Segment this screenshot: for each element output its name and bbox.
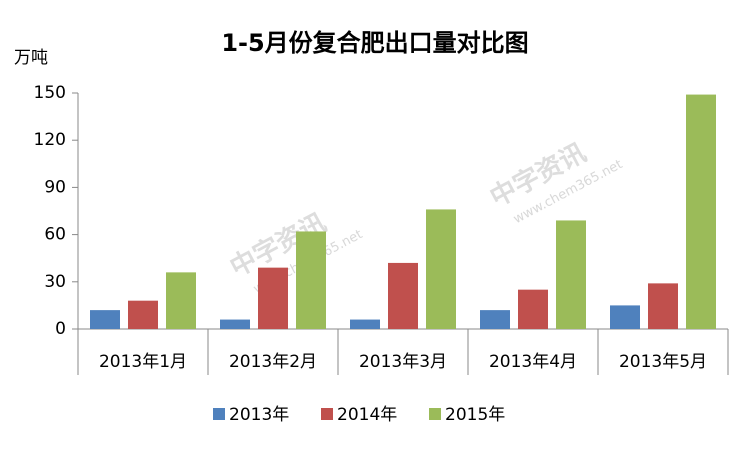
bar bbox=[426, 209, 456, 329]
y-tick-label: 90 bbox=[44, 177, 66, 197]
bar bbox=[128, 300, 158, 329]
legend-swatch bbox=[213, 408, 225, 420]
bar bbox=[518, 289, 548, 329]
y-tick-label: 60 bbox=[44, 225, 66, 245]
bar bbox=[556, 220, 586, 329]
x-tick-label: 2013年2月 bbox=[229, 352, 317, 372]
bar bbox=[296, 231, 326, 329]
x-tick-label: 2013年1月 bbox=[99, 352, 187, 372]
bar bbox=[648, 283, 678, 329]
y-tick-label: 150 bbox=[34, 83, 66, 103]
y-tick-label: 120 bbox=[34, 130, 66, 150]
bar bbox=[220, 319, 250, 329]
bar bbox=[388, 262, 418, 329]
bar bbox=[686, 94, 716, 329]
bar bbox=[350, 319, 380, 329]
x-tick-label: 2013年4月 bbox=[489, 352, 577, 372]
legend-swatch bbox=[321, 408, 333, 420]
y-axis-unit: 万吨 bbox=[14, 48, 48, 68]
y-tick-label: 30 bbox=[44, 272, 66, 292]
y-tick-label: 0 bbox=[55, 319, 66, 339]
chart-title: 1-5月份复合肥出口量对比图 bbox=[221, 29, 528, 57]
x-tick-label: 2013年3月 bbox=[359, 352, 447, 372]
legend-label: 2013年 bbox=[229, 405, 289, 425]
bar bbox=[166, 272, 196, 329]
bar bbox=[90, 310, 120, 329]
x-tick-label: 2013年5月 bbox=[619, 352, 707, 372]
watermark: 中字资讯 www.chem365.net bbox=[225, 207, 365, 297]
legend-label: 2015年 bbox=[445, 405, 505, 425]
bar bbox=[480, 310, 510, 329]
bar bbox=[610, 305, 640, 329]
legend-swatch bbox=[429, 408, 441, 420]
legend-label: 2014年 bbox=[337, 405, 397, 425]
bar bbox=[258, 267, 288, 329]
watermark: 中字资讯 www.chem365.net bbox=[485, 137, 625, 227]
